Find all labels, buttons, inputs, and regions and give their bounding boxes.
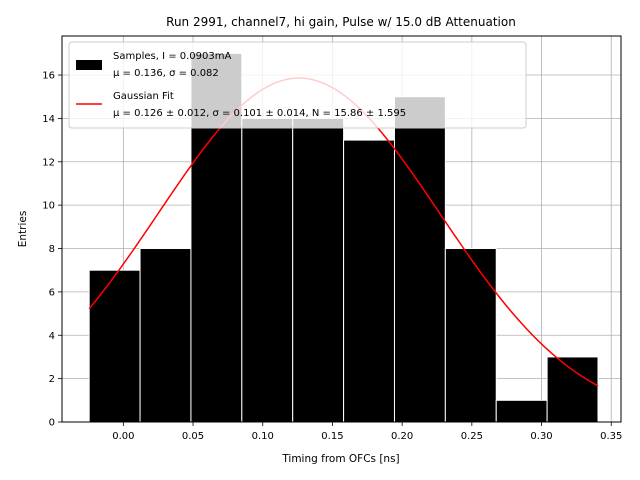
y-tick-label-0: 0 <box>49 418 55 429</box>
histogram-bar-3 <box>241 117 294 423</box>
histogram-bar-8 <box>495 399 548 423</box>
x-axis-label: Timing from OFCs [ns] <box>281 453 399 465</box>
y-axis-ticks: 0 2 4 6 8 10 12 14 16 <box>42 71 62 429</box>
x-tick-label-5: 0.25 <box>461 431 483 442</box>
x-tick-label-3: 0.15 <box>321 431 343 442</box>
y-tick-label-7: 14 <box>42 114 55 125</box>
x-tick-label-6: 0.30 <box>530 431 552 442</box>
legend-samples-swatch <box>76 60 102 70</box>
y-tick-label-1: 2 <box>49 374 55 385</box>
y-tick-label-6: 12 <box>42 157 55 168</box>
x-tick-label-1: 0.05 <box>182 431 204 442</box>
y-tick-label-4: 8 <box>49 244 55 255</box>
plot-frame <box>61 35 622 423</box>
y-tick-label-3: 6 <box>49 287 55 298</box>
histogram-bar-5 <box>343 139 395 423</box>
legend-box <box>68 41 527 129</box>
histogram-bar-0 <box>88 269 141 423</box>
histogram-bar-6 <box>393 96 446 423</box>
y-tick-label-2: 4 <box>49 331 55 342</box>
x-tick-label-4: 0.20 <box>391 431 413 442</box>
histogram-bar-4 <box>292 117 345 423</box>
legend-fit-line1: Gaussian Fit <box>113 91 174 102</box>
histogram-bar-7 <box>444 248 497 423</box>
chart-title: Run 2991, channel7, hi gain, Pulse w/ 15… <box>166 15 516 29</box>
legend-fit-line2: μ = 0.126 ± 0.012, σ = 0.101 ± 0.014, N … <box>113 108 406 119</box>
x-tick-label-0: 0.00 <box>112 431 134 442</box>
y-axis-label: Entries <box>17 211 29 248</box>
y-tick-label-5: 10 <box>42 201 55 212</box>
legend-samples-line1: Samples, I = 0.0903mA <box>113 51 231 62</box>
x-axis-ticks: 0.00 0.05 0.10 0.15 0.20 0.25 0.30 0.35 <box>112 422 622 442</box>
histogram-bar-1 <box>139 248 192 423</box>
histogram-bars <box>88 52 599 423</box>
legend: Samples, I = 0.0903mA μ = 0.136, σ = 0.0… <box>68 41 527 129</box>
y-tick-label-8: 16 <box>42 71 55 82</box>
legend-samples-line2: μ = 0.136, σ = 0.082 <box>113 68 219 79</box>
histogram-bar-9 <box>546 356 599 423</box>
x-tick-label-2: 0.10 <box>252 431 274 442</box>
x-tick-label-7: 0.35 <box>600 431 622 442</box>
